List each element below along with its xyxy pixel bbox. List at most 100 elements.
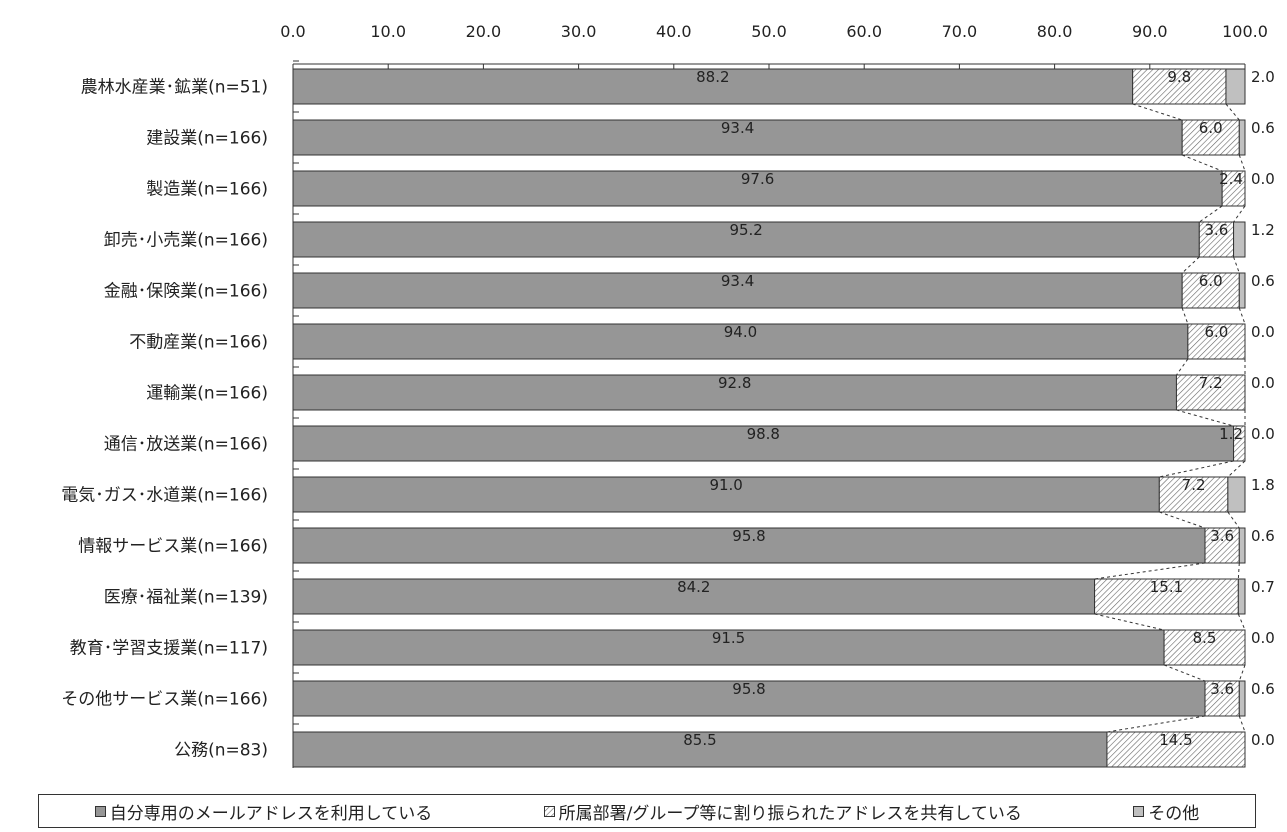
data-label: 91.5 [712,629,745,647]
bar-segment [292,731,1108,768]
bar-segment [1221,170,1246,207]
data-label: 0.6 [1251,680,1275,698]
series-connector-line [1227,511,1240,529]
category-label: 情報サービス業(n=166) [78,537,268,557]
series-connector-line [1238,154,1246,172]
bar-segment [292,578,1096,615]
legend-label-other: その他 [1148,803,1200,824]
category-label: 電気･ガス･水道業(n=166) [61,486,268,506]
bar-segment [292,425,1235,462]
series-connector-line [1238,307,1246,325]
series-connector-line [1176,409,1234,427]
data-label: 98.8 [747,425,780,443]
category-label: 不動産業(n=166) [129,333,268,353]
series-connector-line [1181,154,1223,172]
category-label: 金融･保険業(n=166) [104,282,268,302]
x-tick-label: 90.0 [1132,22,1168,41]
x-tick-label: 20.0 [466,22,502,41]
category-label: その他サービス業(n=166) [61,690,268,710]
series-connector-line [1199,205,1223,223]
category-label: 製造業(n=166) [146,180,268,200]
bar-segment [292,323,1189,360]
bar-segment [292,221,1200,258]
bar-segment [1181,119,1240,156]
data-label: 0.0 [1251,731,1275,749]
connector-layer [1094,103,1246,733]
category-label: 通信･放送業(n=166) [104,435,268,455]
data-label: 97.6 [741,170,774,188]
legend-label-own-address: 自分専用のメールアドレスを利用している [109,803,433,824]
data-label: 95.8 [732,680,765,698]
series-connector-line [1159,460,1234,478]
series-connector-line [1237,562,1240,580]
data-label: 93.4 [721,119,754,137]
data-label: 6.0 [1199,272,1223,290]
bar-segment [1187,323,1246,360]
data-label: 7.2 [1199,374,1223,392]
bar-segment [1233,221,1246,258]
legend-item-shared-address: 所属部署/グループ等に割り振られたアドレスを共有している [543,799,1022,824]
x-tick-label: 0.0 [280,22,305,41]
data-label: 8.5 [1193,629,1217,647]
category-label: 医療･福祉業(n=139) [104,588,268,608]
x-tick-label: 70.0 [942,22,978,41]
data-label: 93.4 [721,272,754,290]
data-label: 0.0 [1251,170,1275,188]
bar-segment [1237,578,1246,615]
series-connector-line [1181,307,1189,325]
data-label: 2.4 [1219,170,1243,188]
series-connector-line [1159,511,1206,529]
bar-segment [1227,476,1246,513]
data-label: 0.7 [1251,578,1275,596]
x-tick-label: 50.0 [751,22,787,41]
bar-segment [292,680,1206,717]
bar-segment [1204,527,1240,564]
data-label: 94.0 [724,323,757,341]
bar-segment [292,476,1160,513]
series-connector-line [1163,664,1206,682]
category-label: 農林水産業･鉱業(n=51) [81,78,268,98]
data-label: 95.8 [732,527,765,545]
data-label: 92.8 [718,374,751,392]
bar-segment [1238,680,1246,717]
series-connector-line [1094,613,1165,631]
bar-segment [1204,680,1240,717]
category-label: 卸売･小売業(n=166) [104,231,268,251]
category-label: 公務(n=83) [174,741,268,761]
legend-label-shared-address: 所属部署/グループ等に割り振られたアドレスを共有している [558,803,1022,824]
series-connector-line [1233,256,1240,274]
bar-segment [1198,221,1235,258]
data-label: 88.2 [696,68,729,86]
bar-segment [1233,425,1246,462]
data-label: 0.0 [1251,425,1275,443]
x-tick-label: 80.0 [1037,22,1073,41]
legend-swatch-own-address-icon [94,805,106,817]
legend: 自分専用のメールアドレスを利用している 所属部署/グループ等に割り振られたアドレ… [38,794,1256,828]
x-tick-label: 100.0 [1222,22,1268,41]
data-label: 15.1 [1150,578,1183,596]
data-label: 6.0 [1199,119,1223,137]
bar-segment [1238,272,1246,309]
data-label: 0.6 [1251,272,1275,290]
bar-segment [1132,68,1227,105]
data-label: 95.2 [729,221,762,239]
data-label: 3.6 [1205,221,1229,239]
series-connector-line [1237,613,1246,631]
data-label: 3.6 [1210,527,1234,545]
data-label: 3.6 [1210,680,1234,698]
data-label: 2.0 [1251,68,1275,86]
data-label: 85.5 [683,731,716,749]
series-connector-line [1181,256,1200,274]
data-label: 1.8 [1251,476,1275,494]
bar-segment [1225,68,1246,105]
series-connector-line [1132,103,1183,121]
category-label: 教育･学習支援業(n=117) [70,639,268,659]
data-label: 0.6 [1251,119,1275,137]
data-label: 6.0 [1205,323,1229,341]
data-label: 91.0 [709,476,742,494]
data-label: 1.2 [1251,221,1275,239]
series-connector-line [1238,664,1246,682]
series-connector-line [1106,715,1206,733]
x-tick-label: 60.0 [846,22,882,41]
data-label: 0.0 [1251,323,1275,341]
